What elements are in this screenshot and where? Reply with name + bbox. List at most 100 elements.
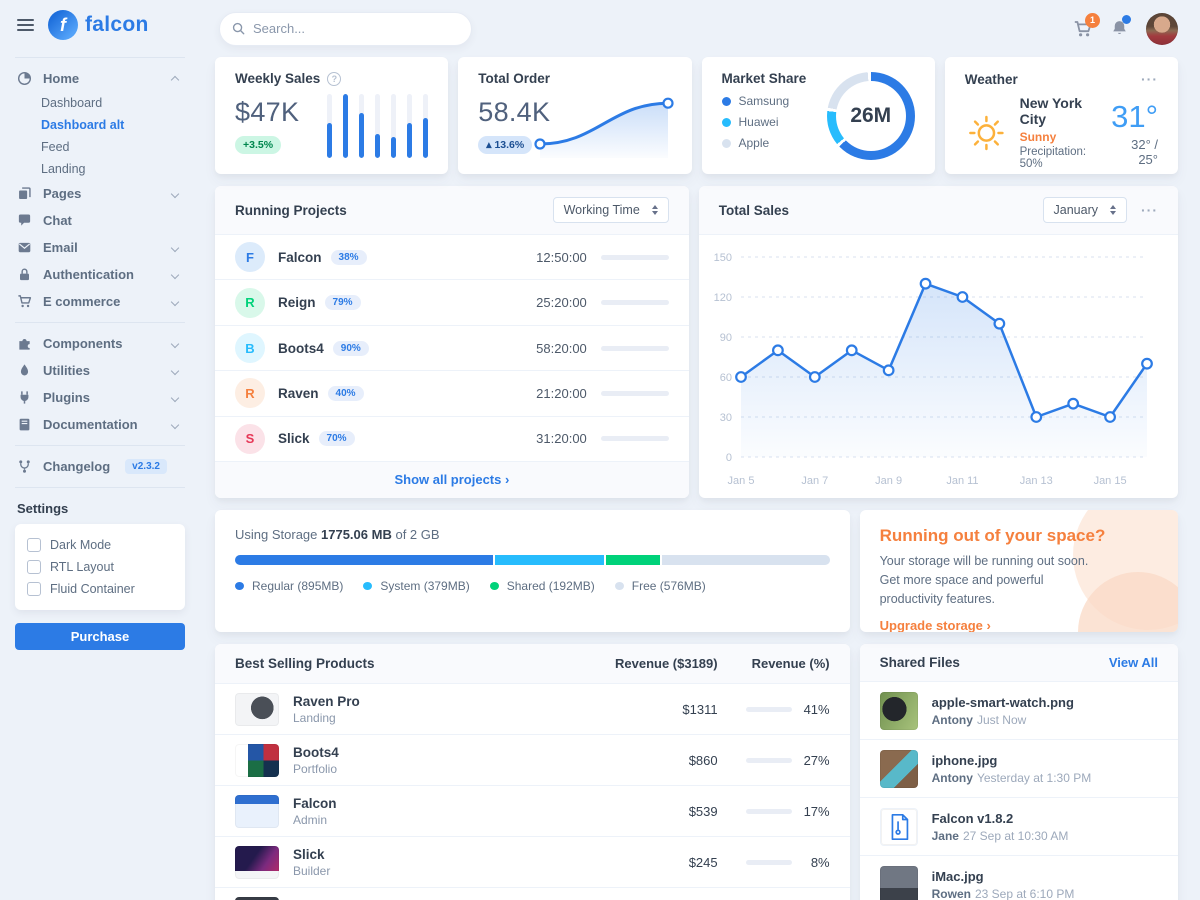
sidebar-item-ecommerce[interactable]: E commerce <box>15 288 185 315</box>
project-time: 12:50:00 <box>536 249 587 265</box>
sidebar-item-components[interactable]: Components <box>15 330 185 357</box>
nav-label: E commerce <box>43 294 121 309</box>
topbar: 1 <box>215 0 1178 57</box>
project-row[interactable]: F Falcon 38% 12:50:00 <box>215 235 689 281</box>
checkbox-label: Fluid Container <box>50 582 135 596</box>
shared-file-row[interactable]: iMac.jpg Rowen 23 Sep at 6:10 PM <box>860 856 1178 900</box>
sidebar-item-dashboard-alt[interactable]: Dashboard alt <box>41 118 125 132</box>
product-percent: 17% <box>803 803 830 819</box>
checkbox-icon[interactable] <box>27 538 41 552</box>
weather-city: New York City <box>1019 95 1083 127</box>
product-category[interactable]: Landing <box>293 710 336 725</box>
select-value: January <box>1053 203 1098 217</box>
divider <box>15 445 185 446</box>
project-row[interactable]: R Reign 79% 25:20:00 <box>215 280 689 326</box>
sidebar-item-changelog[interactable]: Changelog v2.3.2 <box>15 453 185 480</box>
product-row-partial[interactable] <box>215 888 850 900</box>
user-avatar[interactable] <box>1146 12 1178 45</box>
product-row[interactable]: Slick Builder $245 8% <box>215 837 850 888</box>
storage-bar <box>235 555 830 565</box>
notifications-button[interactable] <box>1110 15 1131 38</box>
falcon-logo-text: falcon <box>85 13 149 36</box>
product-row[interactable]: Raven Pro Landing $1311 41% <box>215 684 850 735</box>
product-name[interactable]: Boots4 <box>293 744 339 760</box>
storage-title: Using Storage 1775.06 MB of 2 GB <box>235 527 830 542</box>
market-share-card: Market Share Samsung Huawei Apple 26M <box>701 57 935 174</box>
help-icon[interactable]: ? <box>327 71 342 86</box>
weekly-sales-chart <box>327 94 429 158</box>
project-name[interactable]: Reign <box>278 295 316 311</box>
legend-dot <box>363 582 373 590</box>
product-row[interactable]: Boots4 Portfolio $860 27% <box>215 735 850 786</box>
project-name[interactable]: Slick <box>278 431 310 447</box>
project-row[interactable]: B Boots4 90% 58:20:00 <box>215 326 689 372</box>
sidebar-item-plugins[interactable]: Plugins <box>15 384 185 411</box>
product-row[interactable]: Falcon Admin $539 17% <box>215 786 850 837</box>
month-select[interactable]: January <box>1042 197 1127 223</box>
hamburger-menu-icon[interactable] <box>15 15 36 35</box>
bottom-row: Best Selling Products Revenue ($3189) Re… <box>215 644 1178 900</box>
sidebar-item-home[interactable]: Home <box>15 65 185 92</box>
sidebar-item-pages[interactable]: Pages <box>15 180 185 207</box>
project-name[interactable]: Falcon <box>278 249 322 265</box>
legend-dot <box>721 96 731 106</box>
project-row[interactable]: S Slick 70% 31:20:00 <box>215 417 689 463</box>
working-time-select[interactable]: Working Time <box>552 197 669 223</box>
shared-file-row[interactable]: apple-smart-watch.png Antony Just Now <box>859 682 1178 740</box>
falcon-logo[interactable]: f falcon <box>48 10 149 40</box>
ellipsis-menu-icon[interactable]: ··· <box>1141 71 1158 87</box>
project-name[interactable]: Boots4 <box>278 340 324 356</box>
svg-text:30: 30 <box>720 412 732 424</box>
checkbox-icon[interactable] <box>27 560 41 574</box>
file-name[interactable]: iMac.jpg <box>931 869 984 884</box>
card-title: Total Sales <box>718 202 790 218</box>
product-category[interactable]: Portfolio <box>293 761 338 776</box>
product-category[interactable]: Admin <box>293 812 328 827</box>
fluid-container-toggle[interactable]: Fluid Container <box>27 578 173 600</box>
sidebar-item-landing[interactable]: Landing <box>41 162 86 176</box>
file-name[interactable]: Falcon v1.8.2 <box>931 810 1014 826</box>
nav-label: Components <box>43 336 123 351</box>
product-name[interactable]: Falcon <box>293 795 337 811</box>
dark-mode-toggle[interactable]: Dark Mode <box>27 534 173 556</box>
rtl-layout-toggle[interactable]: RTL Layout <box>27 556 173 578</box>
project-name[interactable]: Raven <box>278 385 319 401</box>
sidebar-item-documentation[interactable]: Documentation <box>15 411 185 438</box>
project-row[interactable]: R Raven 40% 21:20:00 <box>215 371 689 417</box>
weather-precipitation: Precipitation: 50% <box>1019 146 1087 170</box>
file-name[interactable]: iphone.jpg <box>931 752 998 768</box>
sidebar: f falcon Home Dashboard Dashboard alt Fe… <box>0 0 200 900</box>
product-category[interactable]: Builder <box>293 863 331 878</box>
svg-text:90: 90 <box>720 332 732 344</box>
product-name[interactable]: Slick <box>293 846 325 862</box>
legend-label: Shared (192MB) <box>506 579 595 593</box>
file-thumbnail <box>879 749 918 788</box>
total-order-badge: ▴ 13.6% <box>478 136 533 154</box>
file-name[interactable]: apple-smart-watch.png <box>931 694 1074 710</box>
shared-file-row[interactable]: iphone.jpg Antony Yesterday at 1:30 PM <box>859 740 1178 798</box>
svg-text:60: 60 <box>720 372 732 384</box>
file-time: Yesterday at 1:30 PM <box>976 770 1092 785</box>
sidebar-item-chat[interactable]: Chat <box>15 207 185 234</box>
sidebar-item-feed[interactable]: Feed <box>41 140 70 154</box>
cart-button[interactable]: 1 <box>1073 12 1100 39</box>
sidebar-item-email[interactable]: Email <box>15 234 185 261</box>
search-input[interactable] <box>219 11 472 46</box>
sidebar-item-dashboard[interactable]: Dashboard <box>41 96 103 110</box>
purchase-button[interactable]: Purchase <box>15 623 185 650</box>
upgrade-storage-link[interactable]: Upgrade storage › <box>879 618 991 632</box>
view-all-link[interactable]: View All <box>1108 655 1158 670</box>
pie-chart-icon <box>17 71 32 86</box>
sidebar-item-authentication[interactable]: Authentication <box>15 261 185 288</box>
show-all-projects-link[interactable]: Show all projects › <box>394 472 510 488</box>
shared-file-row[interactable]: Falcon v1.8.2 Jane 27 Sep at 10:30 AM <box>859 798 1178 856</box>
ellipsis-menu-icon[interactable]: ··· <box>1141 202 1158 218</box>
project-time: 25:20:00 <box>536 295 587 311</box>
card-title: Shared Files <box>879 655 960 670</box>
project-time: 58:20:00 <box>536 340 587 356</box>
nav-label: Home <box>43 71 80 86</box>
checkbox-label: RTL Layout <box>50 560 114 574</box>
sidebar-item-utilities[interactable]: Utilities <box>15 357 185 384</box>
checkbox-icon[interactable] <box>27 582 41 596</box>
product-name[interactable]: Raven Pro <box>293 693 360 709</box>
